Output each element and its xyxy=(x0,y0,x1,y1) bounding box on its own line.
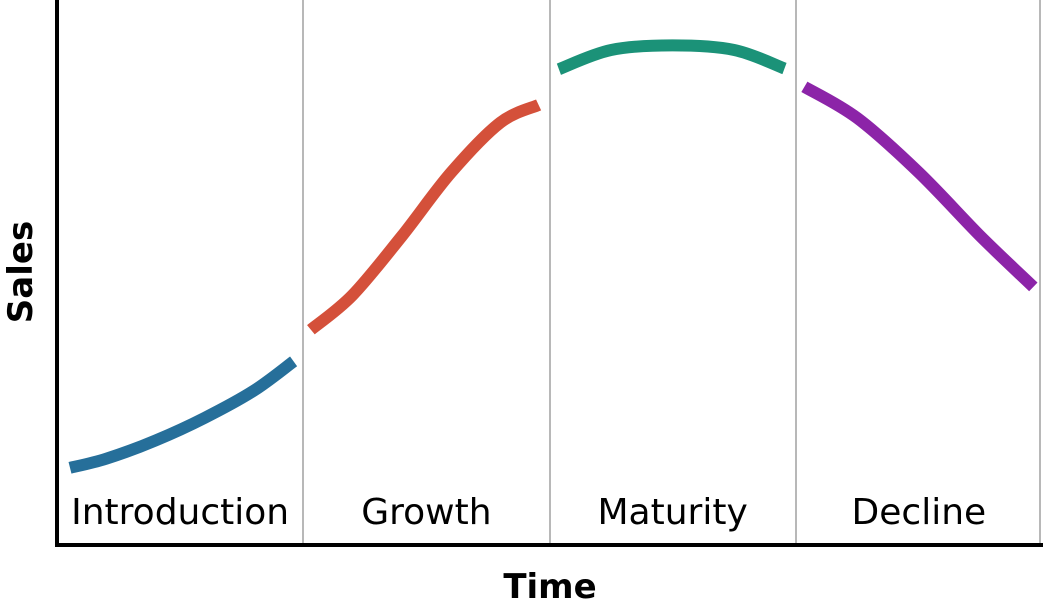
sales-curve-introduction xyxy=(68,356,298,474)
sales-curve-growth xyxy=(307,99,542,335)
stage-label-growth: Growth xyxy=(361,492,491,533)
stage-curves xyxy=(68,39,1038,474)
stage-dividers xyxy=(302,0,1041,545)
sales-curve-decline xyxy=(801,81,1038,292)
stage-label-maturity: Maturity xyxy=(597,492,747,533)
x-axis-label: Time xyxy=(503,567,596,607)
sales-curve-maturity xyxy=(556,39,787,75)
stage-label-introduction: Introduction xyxy=(71,492,289,533)
y-axis-label: Sales xyxy=(1,221,41,323)
stage-labels: Introduction Growth Maturity Decline xyxy=(71,492,986,533)
stage-label-decline: Decline xyxy=(852,492,987,533)
